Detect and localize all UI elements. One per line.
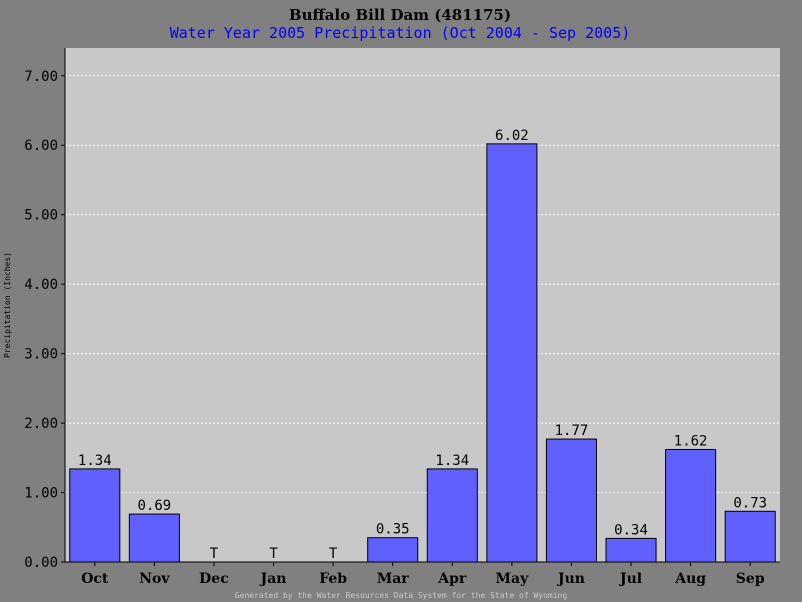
y-tick-label: 3.00	[24, 347, 58, 363]
x-tick-label-may: May	[496, 571, 530, 587]
data-label-jan: T	[269, 546, 278, 562]
bar-jun	[545, 438, 597, 563]
x-tick-label-mar: Mar	[377, 571, 410, 587]
bar-aug	[665, 448, 717, 563]
data-label-jun: 1.77	[555, 423, 589, 439]
x-ticks: Oct Nov Dec Jan Feb Mar Apr May Jun Jul Aug Sep	[81, 562, 765, 587]
data-label-may: 6.02	[495, 128, 529, 144]
data-label-sep: 0.73	[733, 495, 767, 511]
x-tick-label-nov: Nov	[139, 571, 170, 587]
x-tick-label-sep: Sep	[736, 571, 765, 587]
y-tick-label: 5.00	[24, 208, 58, 224]
x-tick-label-feb: Feb	[319, 571, 347, 587]
bar-oct	[69, 468, 121, 563]
x-tick-label-aug: Aug	[674, 571, 706, 587]
data-labels: 1.34 0.69 T T T 0.35 1.34 6.02 1.77 0.34 1.62 0.73	[78, 128, 767, 562]
x-tick-label-jul: Jul	[618, 571, 642, 587]
data-label-mar: 0.35	[376, 522, 410, 538]
chart-subtitle: Water Year 2005 Precipitation (Oct 2004 …	[170, 24, 631, 42]
bar-jul	[605, 537, 657, 563]
bar-mar	[367, 537, 419, 563]
bar-sep	[724, 510, 776, 563]
plot-area	[65, 48, 780, 562]
y-tick-label: 0.00	[24, 555, 58, 571]
y-axis-label: Precipitation (Inches)	[3, 252, 12, 358]
y-tick-label: 2.00	[24, 416, 58, 432]
x-tick-label-jan: Jan	[259, 571, 287, 587]
grid	[65, 75, 780, 494]
bar-may	[486, 143, 538, 563]
chart-title: Buffalo Bill Dam (481175)	[289, 6, 511, 24]
x-tick-label-jun: Jun	[556, 571, 585, 587]
x-tick-label-oct: Oct	[81, 571, 109, 587]
y-tick-label: 6.00	[24, 138, 58, 154]
y-tick-label: 7.00	[24, 69, 58, 85]
bar-nov	[128, 513, 180, 563]
data-label-apr: 1.34	[435, 453, 469, 469]
y-tick-label: 1.00	[24, 486, 58, 502]
y-ticks: 0.00 1.00 2.00 3.00 4.00 5.00 6.00 7.00	[24, 69, 65, 571]
data-label-jul: 0.34	[614, 522, 648, 538]
data-label-feb: T	[329, 546, 338, 562]
footer-credit: Generated by the Water Resources Data Sy…	[235, 591, 568, 600]
bars	[69, 143, 776, 563]
y-tick-label: 4.00	[24, 277, 58, 293]
data-label-nov: 0.69	[138, 498, 172, 514]
x-tick-label-dec: Dec	[199, 571, 229, 587]
data-label-dec: T	[210, 546, 219, 562]
x-tick-label-apr: Apr	[437, 571, 467, 587]
data-label-aug: 1.62	[674, 433, 708, 449]
bar-apr	[426, 468, 478, 563]
data-label-oct: 1.34	[78, 453, 112, 469]
